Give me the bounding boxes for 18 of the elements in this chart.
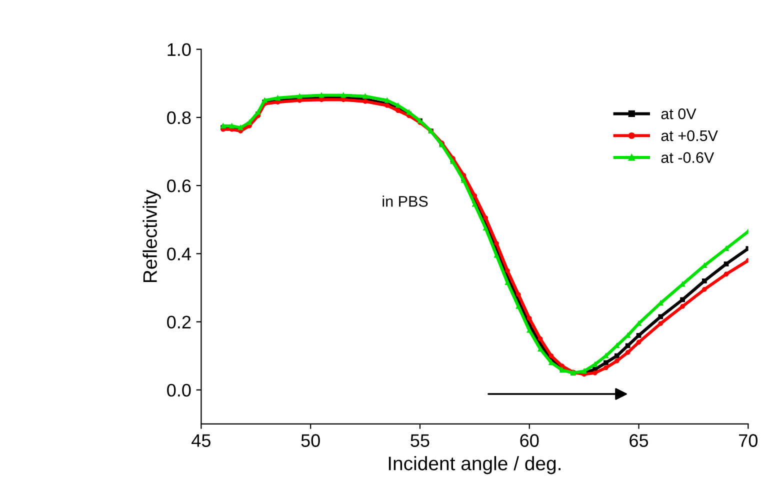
y-tick-label: 0.0 [167, 384, 191, 397]
y-axis-title: Reflectivity [142, 190, 161, 282]
y-tick-label: 0.8 [167, 111, 191, 124]
legend-label: at +0.5V [661, 130, 718, 142]
x-axis-title: Incident angle / deg. [388, 456, 560, 474]
legend-label: at 0V [661, 108, 696, 120]
x-tick-label: 55 [410, 434, 430, 447]
y-tick-label: 0.4 [167, 248, 191, 260]
y-tick-label: 0.2 [167, 316, 191, 329]
x-tick-label: 65 [630, 434, 648, 447]
y-tick-label: 0.6 [167, 179, 191, 192]
x-tick-label: 70 [739, 434, 758, 447]
legend-label: at -0.6V [661, 152, 714, 163]
y-tick-label: 1.0 [168, 43, 191, 56]
annotation: in PBS [382, 196, 428, 207]
x-tick-label: 50 [301, 434, 320, 447]
x-tick-label: 60 [520, 434, 539, 447]
x-tick-label: 45 [192, 434, 210, 447]
